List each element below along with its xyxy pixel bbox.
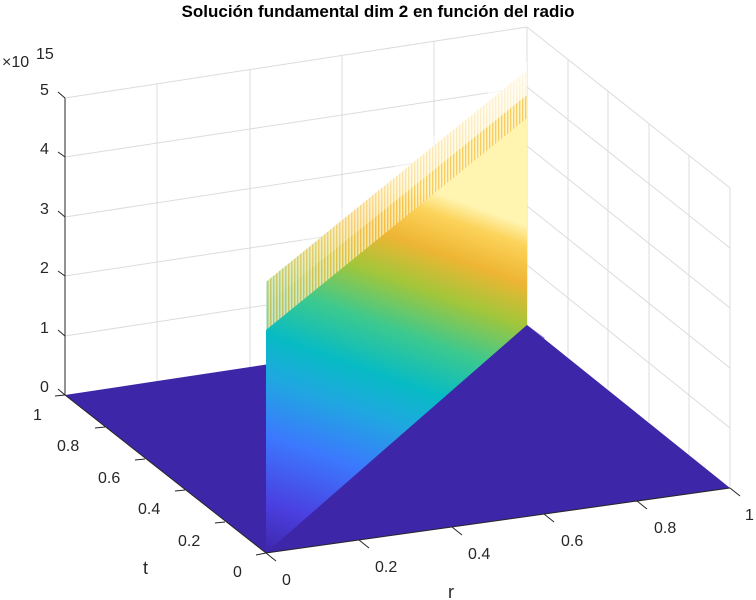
z-tick-labels: 0 1 2 3 4 5 ×10 15 [2,46,54,396]
surface-spike-wall [266,62,545,553]
r-tick-labels: 0 0.2 0.4 0.6 0.8 1 r [282,507,754,600]
t-tick-labels: 0 0.2 0.4 0.6 0.8 1 t [33,407,242,581]
t-tick-3: 0.6 [98,470,120,487]
t-tick-1: 0.2 [178,533,200,550]
z-tick-2: 2 [40,260,49,277]
z-tick-0: 0 [40,379,49,396]
z-tick-3: 3 [40,201,49,218]
r-tick-4: 0.8 [654,520,676,537]
z-axis [57,91,66,396]
r-axis [265,487,741,562]
t-tick-4: 0.8 [57,438,79,455]
chart-title: Solución fundamental dim 2 en función de… [181,2,575,21]
r-tick-1: 0.2 [375,559,397,576]
z-tick-5: 5 [40,82,49,99]
r-tick-0: 0 [282,572,291,589]
t-tick-2: 0.4 [138,501,160,518]
t-tick-0: 0 [233,564,242,581]
z-exponent-base: ×10 [2,54,29,71]
r-tick-2: 0.4 [468,546,490,563]
back-wall-right-grid [526,26,731,488]
r-tick-3: 0.6 [561,533,583,550]
t-axis-label: t [143,558,148,578]
z-tick-4: 4 [40,141,49,158]
t-tick-5: 1 [33,407,42,424]
z-exponent-power: 15 [36,46,54,63]
z-tick-1: 1 [40,320,49,337]
r-tick-5: 1 [745,507,754,524]
t-axis [54,394,267,556]
r-axis-label: r [448,582,454,600]
